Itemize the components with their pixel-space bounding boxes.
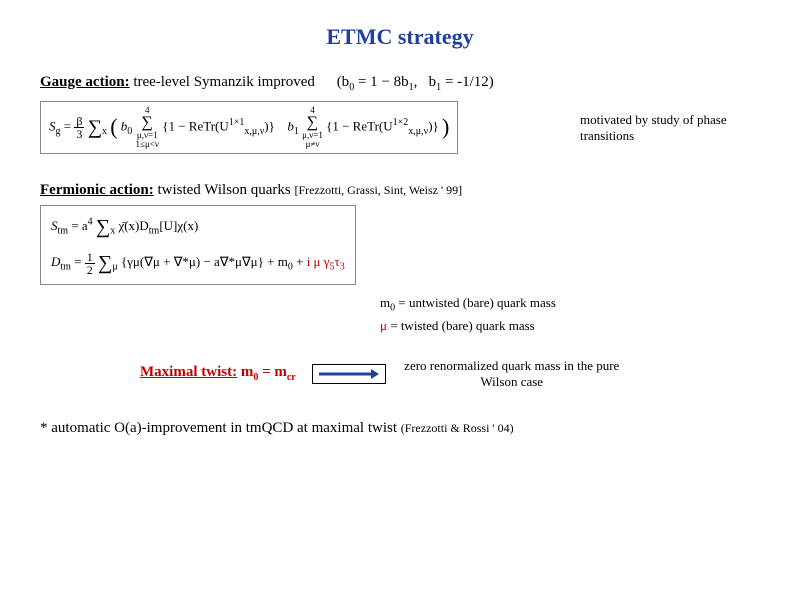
gauge-coeffs: (b0 = 1 − 8b1, b1 = -1/12)	[337, 74, 494, 90]
fermionic-equations: Stm = a4 ∑x χ̄(x)Dtm[U]χ(x) Dtm = 12 ∑μ …	[40, 205, 356, 285]
gauge-eq-row: Sg = β3 ∑x ( b0 4∑μ,ν=11≤μ<ν {1 − ReTr(U…	[40, 101, 760, 154]
gauge-label: Gauge action:	[40, 74, 130, 90]
eq-stm: Stm = a4 ∑x χ̄(x)Dtm[U]χ(x)	[51, 212, 345, 242]
gauge-note: motivated by study of phase transitions	[580, 112, 760, 144]
fermionic-line: Fermionic action: twisted Wilson quarks …	[40, 182, 760, 199]
annot-mu: μ = twisted (bare) quark mass	[380, 318, 760, 334]
arrow-icon	[319, 367, 379, 381]
maximal-twist-label: Maximal twist: m0 = mcr	[140, 364, 296, 383]
boxed-arrow	[312, 364, 386, 384]
page-title: ETMC strategy	[40, 24, 760, 50]
gauge-desc: tree-level Symanzik improved	[133, 74, 315, 90]
gauge-action-line: Gauge action: tree-level Symanzik improv…	[40, 74, 760, 93]
eq-dtm: Dtm = 12 ∑μ {γμ(∇μ + ∇*μ) − a∇*μ∇μ} + m0…	[51, 248, 345, 278]
zero-mass-text: zero renormalized quark mass in the pure…	[402, 358, 622, 390]
annot-m0: m0 = untwisted (bare) quark mass	[380, 295, 760, 314]
gauge-equation: Sg = β3 ∑x ( b0 4∑μ,ν=11≤μ<ν {1 − ReTr(U…	[40, 101, 458, 154]
footnote: * automatic O(a)-improvement in tmQCD at…	[40, 420, 760, 437]
maximal-twist-row: Maximal twist: m0 = mcr zero renormalize…	[40, 358, 760, 390]
